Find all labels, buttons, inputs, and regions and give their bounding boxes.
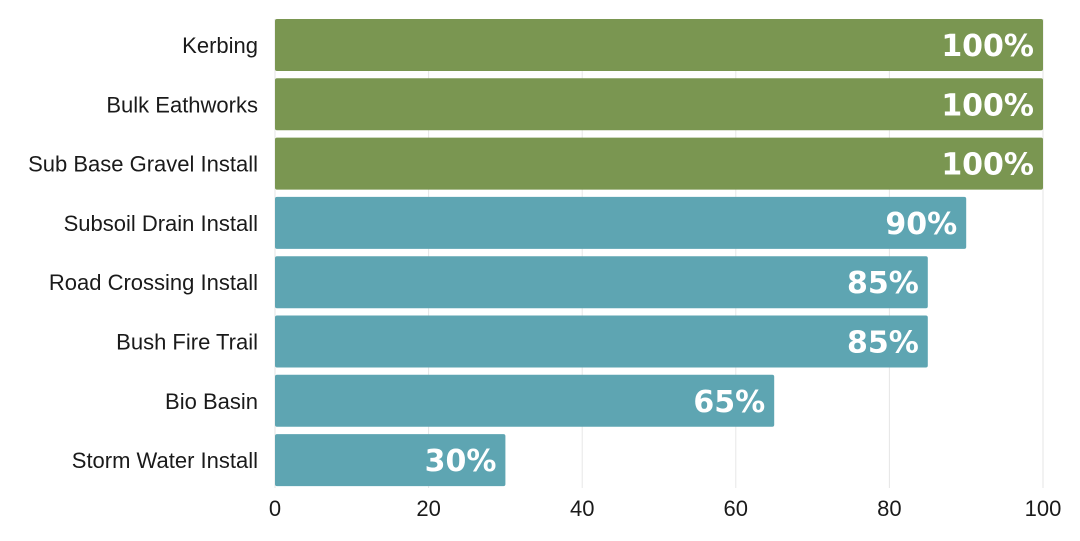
bar xyxy=(275,196,967,249)
x-tick-label: 60 xyxy=(724,496,748,521)
x-axis-ticks: 0 20 40 60 80 100 xyxy=(269,496,1061,521)
bar xyxy=(275,78,1043,131)
category-label: Bio Basin xyxy=(165,389,258,414)
x-tick-label: 0 xyxy=(269,496,281,521)
data-label: 90% xyxy=(885,207,957,242)
bar xyxy=(275,137,1043,190)
data-labels: 100% 100% 100% 90% 85% 85% 65% 30% xyxy=(425,29,1034,479)
x-tick-label: 80 xyxy=(877,496,901,521)
data-label: 85% xyxy=(847,266,919,301)
data-label: 100% xyxy=(941,88,1034,123)
bars xyxy=(275,19,1043,487)
data-label: 65% xyxy=(693,385,765,420)
data-label: 85% xyxy=(847,326,919,361)
category-label: Storm Water Install xyxy=(72,448,258,473)
category-label: Kerbing xyxy=(182,33,258,58)
data-label: 100% xyxy=(941,29,1034,64)
bar xyxy=(275,256,928,309)
category-label: Bush Fire Trail xyxy=(116,330,258,355)
data-label: 100% xyxy=(941,148,1034,183)
category-label: Road Crossing Install xyxy=(49,270,258,295)
data-label: 30% xyxy=(425,444,497,479)
category-label: Sub Base Gravel Install xyxy=(28,152,258,177)
x-tick-label: 100 xyxy=(1025,496,1062,521)
bar xyxy=(275,315,928,368)
bar xyxy=(275,374,775,427)
category-label: Subsoil Drain Install xyxy=(64,211,258,236)
x-tick-label: 40 xyxy=(570,496,594,521)
category-label: Bulk Eathworks xyxy=(106,92,258,117)
category-labels: Kerbing Bulk Eathworks Sub Base Gravel Ins… xyxy=(28,33,258,473)
bar xyxy=(275,19,1043,71)
bar xyxy=(275,434,506,487)
x-tick-label: 20 xyxy=(416,496,440,521)
